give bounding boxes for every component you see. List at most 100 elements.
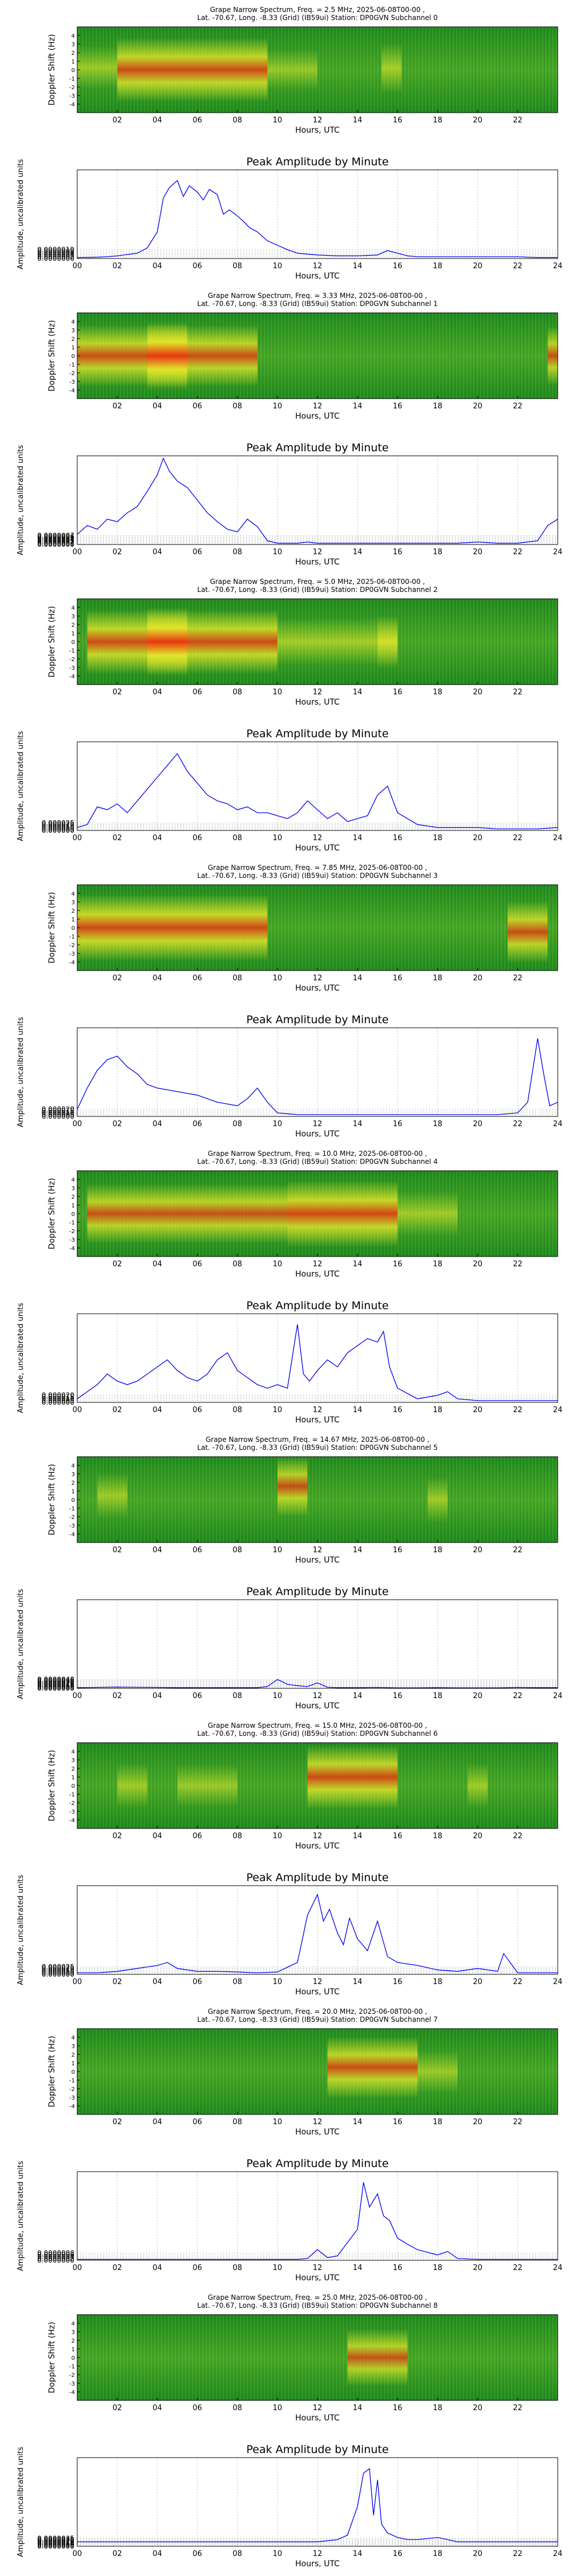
x-tick-label: 12 bbox=[313, 2550, 323, 2558]
x-tick-label: 08 bbox=[233, 1546, 243, 1555]
x-tick-label: 16 bbox=[393, 1260, 403, 1269]
peak-plot-frame bbox=[77, 1599, 558, 1689]
x-tick-label: 22 bbox=[513, 1692, 523, 1700]
x-tick-label: 00 bbox=[73, 1406, 82, 1414]
x-tick-label: 14 bbox=[353, 2404, 363, 2412]
y-axis-label: Amplitude, uncalibrated units bbox=[17, 731, 25, 841]
x-tick-label: 20 bbox=[473, 116, 483, 125]
y-tick-label: 0 bbox=[72, 925, 75, 932]
x-tick-label: 22 bbox=[513, 262, 523, 271]
x-tick-label: 04 bbox=[153, 262, 162, 271]
x-tick-label: 06 bbox=[193, 1692, 202, 1700]
x-tick-label: 06 bbox=[193, 262, 202, 271]
spectrogram-panel: Grape Narrow Spectrum, Freq. = 3.33 MHz,… bbox=[47, 292, 558, 421]
spectrogram-subtitle: Lat. -70.67, Long. -8.33 (Grid) (IB59ui)… bbox=[197, 1444, 438, 1452]
x-tick-label: 16 bbox=[393, 2550, 403, 2558]
x-tick-label: 22 bbox=[513, 974, 523, 983]
y-tick-label: 0.0000000 bbox=[37, 2256, 74, 2264]
x-tick-label: 08 bbox=[233, 2264, 243, 2272]
y-tick-label: 0.0000025 bbox=[37, 1679, 74, 1687]
x-tick-label: 20 bbox=[473, 2404, 483, 2412]
y-tick-label: -2 bbox=[69, 85, 75, 91]
x-tick-label: 20 bbox=[473, 2550, 483, 2558]
x-tick-label: 12 bbox=[313, 2118, 323, 2126]
x-tick-label: 16 bbox=[393, 1978, 403, 1986]
spectrogram-panel: Grape Narrow Spectrum, Freq. = 10.0 MHz,… bbox=[47, 1150, 558, 1279]
spectrogram-activity bbox=[267, 49, 317, 90]
y-tick-label: 0.0000004 bbox=[37, 251, 74, 259]
x-tick-label: 08 bbox=[233, 402, 243, 411]
y-tick-label: 0.0000006 bbox=[37, 533, 74, 541]
x-tick-label: 06 bbox=[193, 1260, 202, 1269]
spectrogram-activity bbox=[117, 1763, 148, 1808]
spectrogram-activity bbox=[467, 1763, 488, 1808]
y-tick-label: -2 bbox=[69, 657, 75, 663]
y-tick-label: 0.000000 bbox=[42, 1398, 74, 1406]
y-tick-label: -1 bbox=[69, 2364, 75, 2370]
y-tick-label: 0.0000004 bbox=[37, 2253, 74, 2261]
x-tick-label: 24 bbox=[553, 834, 563, 842]
x-tick-label: 02 bbox=[113, 1120, 122, 1128]
y-tick-label: 2 bbox=[72, 1766, 75, 1772]
x-tick-label: 18 bbox=[433, 262, 443, 271]
x-tick-label: 22 bbox=[513, 116, 523, 125]
x-tick-label: 04 bbox=[153, 974, 162, 983]
x-tick-label: 20 bbox=[473, 974, 483, 983]
x-tick-label: 00 bbox=[73, 1978, 82, 1986]
y-tick-label: 4 bbox=[72, 2035, 75, 2041]
y-tick-label: 3 bbox=[72, 1186, 75, 1192]
x-tick-label: 14 bbox=[353, 834, 363, 842]
x-tick-label: 12 bbox=[313, 1260, 323, 1269]
x-tick-label: 22 bbox=[513, 688, 523, 697]
peak-amplitude-panel: Peak Amplitude by Minute 00 02 04 06 08 10 12 14… bbox=[17, 442, 562, 567]
y-tick-label: -3 bbox=[69, 665, 75, 671]
x-tick-label: 04 bbox=[153, 1260, 162, 1269]
y-tick-label: 0.0000008 bbox=[37, 2249, 74, 2257]
peak-chart-title: Peak Amplitude by Minute bbox=[247, 1585, 389, 1598]
y-axis-label: Amplitude, uncalibrated units bbox=[17, 1017, 25, 1127]
y-tick-label: -4 bbox=[69, 1246, 75, 1252]
spectrogram-title: Grape Narrow Spectrum, Freq. = 15.0 MHz,… bbox=[208, 1722, 427, 1730]
spectrogram-activity bbox=[177, 1764, 237, 1807]
y-tick-label: 0.0000003 bbox=[37, 536, 74, 544]
y-tick-label: 0.0000020 bbox=[37, 2538, 74, 2546]
y-tick-label: -4 bbox=[69, 1818, 75, 1824]
x-tick-label: 12 bbox=[313, 974, 323, 983]
x-tick-label: 10 bbox=[273, 834, 283, 842]
y-axis-label: Doppler Shift (Hz) bbox=[47, 1464, 57, 1536]
x-tick-label: 06 bbox=[193, 834, 202, 842]
x-tick-label: 22 bbox=[513, 1406, 523, 1414]
x-tick-label: 10 bbox=[273, 1406, 283, 1414]
x-tick-label: 08 bbox=[233, 834, 243, 842]
spectrogram-activity bbox=[287, 1180, 398, 1247]
y-tick-label: 2 bbox=[72, 908, 75, 915]
x-tick-label: 24 bbox=[553, 1692, 563, 1700]
x-tick-label: 06 bbox=[193, 116, 202, 125]
y-tick-label: 1 bbox=[72, 2061, 75, 2067]
x-tick-label: 18 bbox=[433, 834, 443, 842]
spectrogram-activity bbox=[77, 46, 117, 89]
x-tick-label: 16 bbox=[393, 1406, 403, 1414]
y-tick-label: 4 bbox=[72, 319, 75, 325]
y-axis-label: Amplitude, uncalibrated units bbox=[17, 1303, 25, 1413]
y-tick-label: 0.000000 bbox=[42, 826, 74, 834]
y-tick-label: 0 bbox=[72, 639, 75, 646]
y-tick-label: 0 bbox=[72, 67, 75, 74]
x-tick-label: 06 bbox=[193, 1832, 202, 1840]
spectrogram-activity bbox=[277, 1457, 308, 1516]
x-tick-label: 14 bbox=[353, 1406, 363, 1414]
y-axis-label: Doppler Shift (Hz) bbox=[47, 1750, 57, 1822]
x-tick-label: 14 bbox=[353, 688, 363, 697]
y-tick-label: -2 bbox=[69, 1514, 75, 1521]
x-tick-label: 08 bbox=[233, 2118, 243, 2126]
x-tick-label: 16 bbox=[393, 1120, 403, 1128]
x-axis-label: Hours, UTC bbox=[295, 1556, 340, 1565]
x-tick-label: 04 bbox=[153, 2404, 162, 2412]
y-tick-label: 4 bbox=[72, 1463, 75, 1469]
x-tick-label: 12 bbox=[313, 2264, 323, 2272]
x-tick-label: 18 bbox=[433, 1406, 443, 1414]
x-tick-label: 04 bbox=[153, 1546, 162, 1555]
x-tick-label: 24 bbox=[553, 1120, 563, 1128]
spectrogram-activity bbox=[87, 1184, 288, 1243]
